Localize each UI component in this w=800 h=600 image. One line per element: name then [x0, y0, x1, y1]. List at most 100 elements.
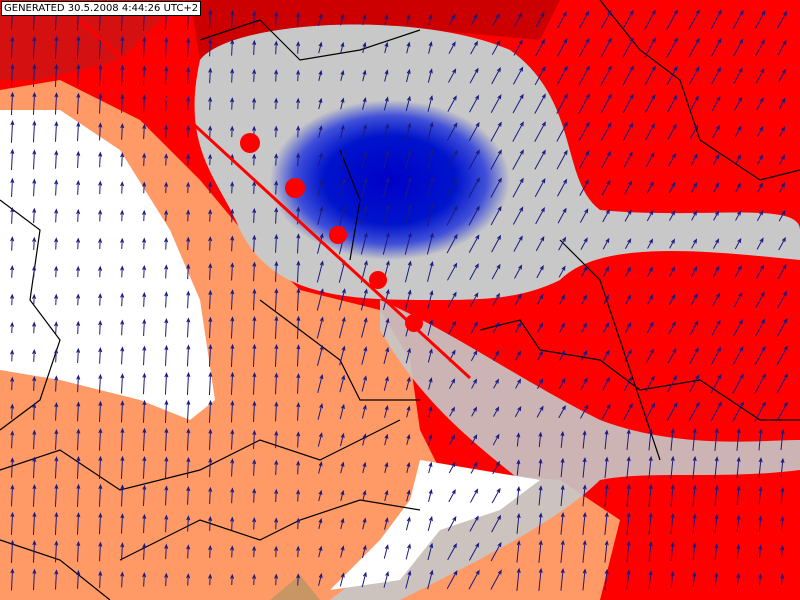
wind-arrow [469, 94, 480, 113]
wind-arrow [10, 484, 15, 507]
wind-arrow [10, 349, 15, 362]
wind-arrow [274, 372, 279, 395]
wind-arrow [230, 343, 235, 367]
wind-arrow [339, 205, 346, 226]
wind-arrow [32, 207, 37, 224]
wind-arrow [427, 319, 434, 336]
wind-arrow [426, 232, 434, 255]
wind-arrow [447, 542, 457, 561]
wind-arrow [538, 512, 543, 535]
wind-arrow [625, 266, 632, 277]
wind-arrow [714, 456, 719, 479]
wind-arrow [710, 9, 722, 30]
wind-arrow [32, 63, 37, 87]
wind-arrow [688, 9, 700, 30]
wind-arrow [252, 458, 257, 476]
wind-arrow [428, 488, 433, 502]
wind-arrow [208, 399, 213, 423]
wind-arrow [186, 290, 191, 309]
wind-arrow [252, 488, 257, 503]
wind-arrow [668, 293, 676, 306]
wind-arrow [405, 347, 411, 364]
wind-arrow [558, 377, 566, 390]
wind-arrow [470, 321, 478, 334]
wind-arrow [491, 234, 502, 253]
wind-arrow [624, 321, 632, 334]
wind-arrow [514, 293, 522, 306]
wind-arrow [384, 461, 389, 473]
wind-arrow [274, 125, 279, 138]
wind-arrow [648, 541, 653, 562]
wind-arrow [383, 123, 389, 140]
wind-arrow [646, 209, 654, 222]
wind-arrow [296, 69, 301, 82]
wind-arrow [558, 236, 567, 251]
wind-arrow [691, 210, 698, 221]
wind-arrow [382, 204, 390, 227]
wind-arrow [142, 152, 147, 166]
wind-arrow [711, 346, 722, 365]
wind-arrow [560, 568, 565, 591]
wind-arrow [756, 264, 765, 279]
wind-arrow [758, 486, 763, 505]
wind-arrow [230, 371, 235, 395]
wind-arrow [230, 125, 235, 138]
wind-arrow [449, 406, 456, 417]
wind-arrow [579, 179, 589, 196]
wind-arrow [776, 373, 788, 394]
wind-arrow [54, 208, 59, 223]
wind-arrow [648, 483, 653, 507]
wind-arrow [644, 65, 656, 86]
wind-arrow [383, 96, 389, 111]
wind-arrow [512, 93, 524, 114]
wind-arrow [516, 567, 521, 591]
wind-arrow [736, 427, 741, 451]
wind-arrow [54, 375, 59, 392]
wind-arrow [580, 265, 588, 278]
wind-arrow [406, 461, 411, 474]
wind-arrow [754, 373, 766, 394]
wind-arrow [54, 237, 59, 250]
wind-arrow [339, 403, 345, 420]
wind-arrow [317, 179, 324, 196]
wind-arrow [626, 569, 631, 590]
wind-arrow [777, 39, 787, 56]
wind-arrow [626, 483, 631, 507]
wind-arrow [426, 176, 434, 199]
wind-arrow [778, 209, 786, 222]
wind-arrow [758, 573, 763, 586]
wind-arrow [623, 403, 633, 421]
wind-arrow [252, 207, 257, 223]
wind-arrow [186, 236, 191, 251]
wind-arrow [776, 345, 788, 366]
wind-arrow [383, 544, 389, 559]
wind-arrow [186, 485, 191, 505]
wind-arrow [76, 320, 81, 335]
wind-arrow [626, 456, 631, 479]
wind-arrow [98, 237, 103, 250]
wind-arrow [447, 95, 457, 112]
wind-arrow [142, 427, 147, 452]
wind-arrow [142, 65, 147, 86]
wind-arrow [470, 434, 478, 446]
wind-arrow [274, 288, 279, 311]
wind-arrow [600, 37, 612, 58]
wind-arrow [384, 517, 389, 530]
wind-arrow [360, 204, 368, 227]
wind-arrow [428, 41, 433, 54]
wind-arrow [492, 321, 500, 334]
wind-arrow [447, 291, 457, 308]
wind-arrow [689, 95, 699, 112]
wind-arrow [427, 289, 434, 309]
wind-arrow [776, 317, 788, 338]
wind-arrow [252, 261, 257, 282]
wind-arrow [692, 484, 697, 507]
wind-arrow [670, 455, 675, 479]
wind-arrow [427, 68, 433, 83]
wind-arrow [208, 153, 213, 166]
wind-arrow [736, 456, 741, 479]
wind-arrow [559, 322, 566, 333]
wind-arrow [10, 321, 15, 334]
wind-arrow [428, 461, 433, 474]
wind-arrow [32, 321, 37, 334]
